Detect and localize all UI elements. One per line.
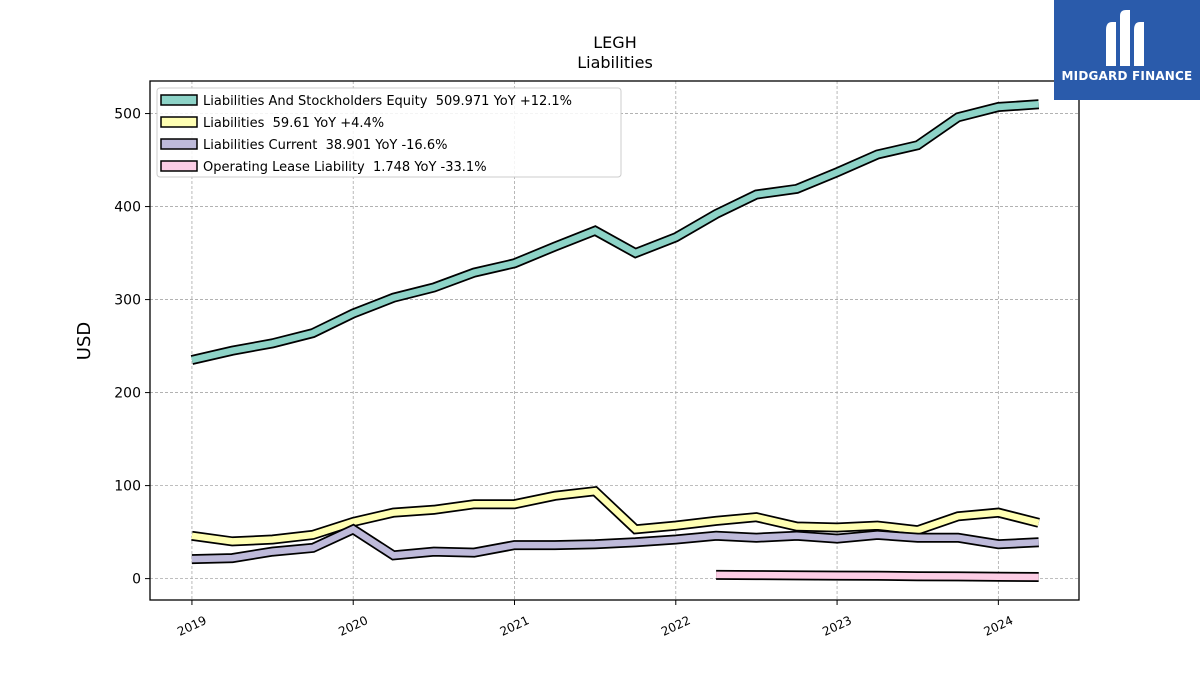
legend-swatch xyxy=(160,94,198,106)
series-line-fill xyxy=(191,525,1039,563)
x-tick-label: 2023 xyxy=(820,613,854,639)
series-layer xyxy=(190,99,1040,582)
legend-label: Liabilities Current 38.901 YoY -16.6% xyxy=(203,138,447,153)
legend-label: Liabilities And Stockholders Equity 509.… xyxy=(203,94,572,109)
legend-swatch xyxy=(160,116,198,128)
legend: Liabilities And Stockholders Equity 509.… xyxy=(156,87,622,178)
y-tick-label: 0 xyxy=(132,572,141,588)
midgard-finance-logo: MIDGARD FINANCE xyxy=(1054,0,1200,100)
x-tick-label: 2019 xyxy=(175,613,209,639)
y-tick-label: 100 xyxy=(114,479,141,495)
legend-swatch xyxy=(160,138,198,150)
y-axis-label: USD xyxy=(74,322,95,360)
legend-swatch xyxy=(160,160,198,172)
legend-box xyxy=(156,87,622,178)
y-tick-label: 500 xyxy=(114,107,141,123)
series-line-3 xyxy=(716,569,1039,582)
series-line-fill xyxy=(191,487,1040,545)
x-tick-label: 2022 xyxy=(659,613,693,639)
y-tick-label: 200 xyxy=(114,386,141,402)
series-line-1 xyxy=(191,485,1040,547)
y-tick-label: 400 xyxy=(114,200,141,216)
legend-label: Operating Lease Liability 1.748 YoY -33.… xyxy=(203,160,487,175)
legend-label: Liabilities 59.61 YoY +4.4% xyxy=(203,116,384,131)
plot-frame xyxy=(149,80,1080,601)
x-tick-label: 2021 xyxy=(498,613,532,639)
x-tick-label: 2020 xyxy=(336,613,370,639)
midgard-logo-icon xyxy=(1106,10,1144,66)
logo-text: MIDGARD FINANCE xyxy=(1061,69,1193,83)
series-line-fill xyxy=(191,101,1039,364)
series-line-0 xyxy=(190,99,1040,365)
chart-title: LEGH xyxy=(593,33,636,52)
series-line-2 xyxy=(191,523,1039,565)
chart-subtitle: Liabilities xyxy=(577,53,653,72)
y-tick-label: 300 xyxy=(114,293,141,309)
x-tick-label: 2024 xyxy=(982,613,1016,639)
series-line-fill xyxy=(716,571,1039,581)
